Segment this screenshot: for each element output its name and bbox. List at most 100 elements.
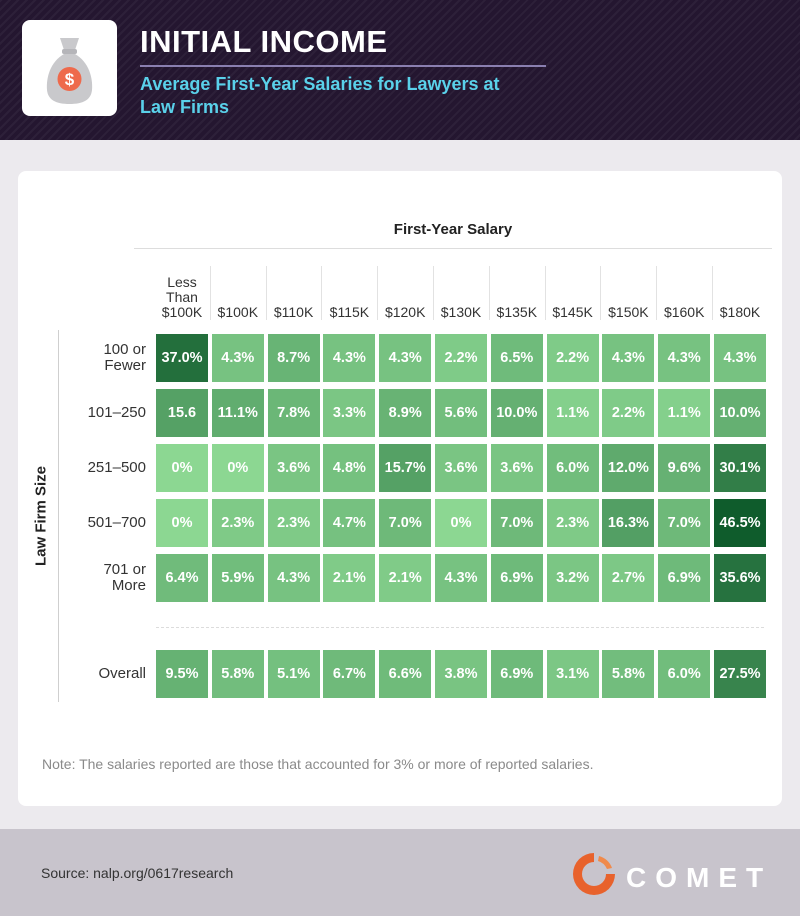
heatmap-cell: 8.9% xyxy=(379,389,432,437)
heatmap-cell: 4.3% xyxy=(602,334,655,382)
source-citation: Source: nalp.org/0617research xyxy=(41,865,234,881)
row-label: 100 or Fewer xyxy=(103,341,146,374)
heatmap-cell: 10.0% xyxy=(714,389,766,437)
page-title: INITIAL INCOME xyxy=(140,24,388,59)
heatmap-cell: 4.3% xyxy=(323,334,376,382)
heatmap-cell: 7.0% xyxy=(379,499,432,547)
heatmap-cell: 2.2% xyxy=(602,389,655,437)
heatmap-cell: 15.6 xyxy=(156,389,208,437)
heatmap-cell: 4.3% xyxy=(267,554,320,602)
header-banner: $ INITIAL INCOME Average First-Year Sala… xyxy=(0,0,800,140)
heatmap-cell: 4.3% xyxy=(714,334,766,382)
heatmap-cell: 4.3% xyxy=(211,334,264,382)
heatmap-cell: 3.6% xyxy=(267,444,320,492)
heatmap-cell: 7.8% xyxy=(267,389,320,437)
column-label: $150K xyxy=(608,304,649,320)
overall-divider xyxy=(156,627,764,628)
heatmap-cell: 4.8% xyxy=(323,444,376,492)
heatmap-cell: 2.2% xyxy=(546,334,599,382)
column-separator xyxy=(544,266,546,320)
column-separator xyxy=(712,266,713,320)
y-axis-rule xyxy=(58,330,59,702)
heatmap-cell: 3.2% xyxy=(546,554,599,602)
column-label: $115K xyxy=(329,304,370,320)
heatmap-cell: 6.5% xyxy=(490,334,543,382)
heatmap-cell: 5.6% xyxy=(435,389,487,437)
heatmap-cell: 9.6% xyxy=(658,444,711,492)
heatmap-cell: 0% xyxy=(435,499,487,547)
heatmap-cell: 12.0% xyxy=(602,444,655,492)
row-label: 501–700 xyxy=(87,514,146,531)
column-label: $135K xyxy=(496,304,538,320)
heatmap-cell: 3.6% xyxy=(490,444,543,492)
brand-wordmark: COMET xyxy=(626,862,773,893)
column-label: $100K xyxy=(217,304,259,320)
column-label: $160K xyxy=(663,304,705,320)
column-separator xyxy=(209,266,211,320)
heatmap-cell: 4.3% xyxy=(658,334,711,382)
heatmap-cell: 3.6% xyxy=(435,444,487,492)
column-separator xyxy=(488,266,490,320)
heatmap-cell: 10.0% xyxy=(490,389,543,437)
heatmap-cell: 2.7% xyxy=(602,554,655,602)
column-label: $180K xyxy=(719,304,761,320)
heatmap-cell: 1.1% xyxy=(546,389,599,437)
heatmap-cell: 27.5% xyxy=(714,650,766,698)
heatmap-cell: 6.9% xyxy=(658,554,711,602)
heatmap-cell: 8.7% xyxy=(267,334,320,382)
heatmap-cell: 0% xyxy=(156,499,208,547)
heatmap-cell: 11.1% xyxy=(211,389,264,437)
title-divider xyxy=(140,65,546,67)
heatmap-cell: 5.8% xyxy=(602,650,655,698)
heatmap-cell: 2.3% xyxy=(546,499,599,547)
heatmap-cell: 6.9% xyxy=(490,650,543,698)
heatmap-cell: 2.1% xyxy=(379,554,432,602)
heatmap-cell: 3.8% xyxy=(435,650,487,698)
heatmap-cell: 4.7% xyxy=(323,499,376,547)
money-bag-icon: $ xyxy=(46,38,93,104)
row-label: 251–500 xyxy=(87,459,146,476)
column-label: $110K xyxy=(273,304,314,320)
heatmap-cell: 2.2% xyxy=(435,334,487,382)
heatmap-cell: 5.1% xyxy=(267,650,320,698)
column-label: $120K xyxy=(384,304,426,320)
heatmap-cell: 6.6% xyxy=(379,650,432,698)
heatmap-cell: 2.3% xyxy=(267,499,320,547)
column-separator xyxy=(321,266,323,320)
heatmap-cell: 7.0% xyxy=(490,499,543,547)
heatmap-cell: 6.4% xyxy=(156,554,208,602)
svg-text:$: $ xyxy=(65,70,75,89)
heatmap-cell: 6.9% xyxy=(490,554,543,602)
column-separator xyxy=(377,266,379,320)
heatmap-cell: 1.1% xyxy=(658,389,711,437)
row-label: 101–250 xyxy=(87,404,146,421)
x-axis-title: First-Year Salary xyxy=(393,221,513,238)
icon-tile: $ xyxy=(22,20,117,116)
column-separator xyxy=(656,266,658,320)
heatmap-cell: 37.0% xyxy=(156,334,208,382)
row-label: 701 or More xyxy=(103,561,146,594)
heatmap-cell: 4.3% xyxy=(435,554,487,602)
column-separator xyxy=(600,266,602,320)
heatmap-cell: 46.5% xyxy=(714,499,766,547)
heatmap-cell: 6.7% xyxy=(323,650,376,698)
column-separator xyxy=(265,266,267,320)
comet-logo-icon xyxy=(573,853,615,895)
heatmap-cell: 6.0% xyxy=(658,650,711,698)
column-label: $130K xyxy=(440,304,482,320)
heatmap-cell: 35.6% xyxy=(714,554,766,602)
heatmap-cell: 9.5% xyxy=(156,650,208,698)
column-label: $145K xyxy=(552,304,593,320)
y-axis-title: Law Firm Size xyxy=(32,465,50,567)
heatmap-cell: 15.7% xyxy=(379,444,432,492)
heatmap-cell: 3.1% xyxy=(546,650,599,698)
heatmap-cell: 30.1% xyxy=(714,444,766,492)
heatmap-cell: 3.3% xyxy=(323,389,376,437)
heatmap-cell: 0% xyxy=(156,444,208,492)
heatmap-cell: 0% xyxy=(211,444,264,492)
heatmap-cell: 6.0% xyxy=(546,444,599,492)
chart-note: Note: The salaries reported are those th… xyxy=(42,756,594,772)
footer-bar xyxy=(0,829,800,916)
row-label: Overall xyxy=(98,665,146,682)
heatmap-cell: 5.8% xyxy=(211,650,264,698)
